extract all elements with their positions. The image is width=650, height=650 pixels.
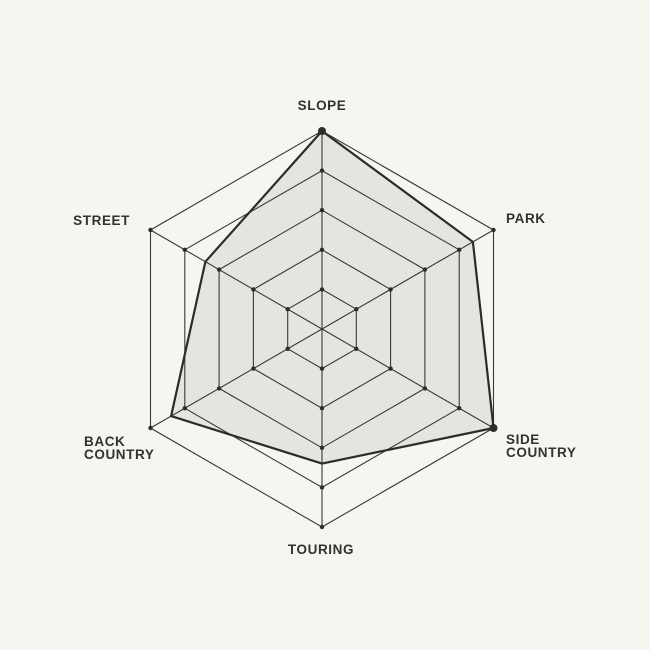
axis-label-side-country: SIDE COUNTRY [506, 432, 577, 460]
axis-label-back-country: BACK COUNTRY [84, 434, 155, 462]
axis-label-park: PARK [506, 211, 546, 226]
grid-spokes [150, 131, 494, 527]
axis-label-street: STREET [73, 213, 130, 228]
axis-label-touring: TOURING [287, 542, 355, 557]
axis-label-slope: SLOPE [297, 98, 347, 113]
data-polygon-fill [171, 131, 494, 464]
data-polygon-outline [170, 129, 495, 465]
max-value-markers [318, 127, 498, 432]
grid-dots [148, 128, 496, 530]
